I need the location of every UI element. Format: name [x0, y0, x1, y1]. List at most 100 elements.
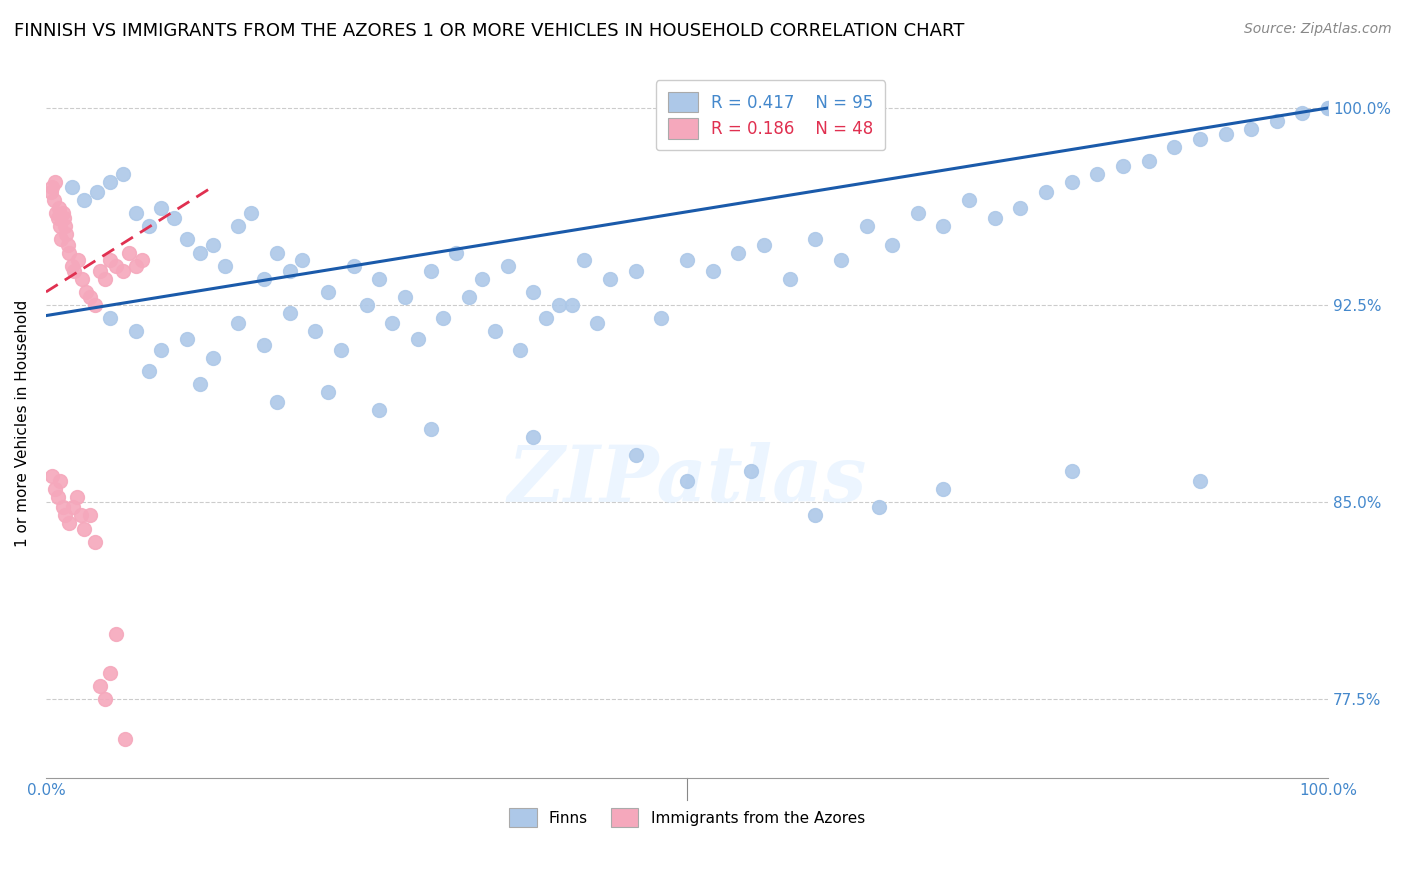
Point	[1010, 201, 1032, 215]
Text: Source: ZipAtlas.com: Source: ZipAtlas.com	[1244, 22, 1392, 37]
Point	[291, 253, 314, 268]
Point	[86, 185, 108, 199]
Point	[60, 179, 83, 194]
Point	[114, 731, 136, 746]
Point	[1317, 101, 1340, 115]
Point	[125, 324, 148, 338]
Point	[752, 237, 775, 252]
Point	[98, 666, 121, 681]
Point	[624, 264, 647, 278]
Point	[226, 317, 249, 331]
Point	[46, 490, 69, 504]
Point	[44, 482, 66, 496]
Point	[63, 264, 86, 278]
Point	[932, 482, 955, 496]
Point	[1060, 175, 1083, 189]
Point	[419, 264, 441, 278]
Point	[446, 245, 468, 260]
Point	[49, 219, 72, 234]
Point	[727, 245, 749, 260]
Point	[676, 474, 699, 488]
Point	[42, 193, 65, 207]
Point	[111, 167, 134, 181]
Point	[522, 285, 544, 299]
Point	[163, 211, 186, 226]
Point	[46, 211, 69, 226]
Point	[79, 508, 101, 523]
Point	[75, 285, 97, 299]
Point	[522, 429, 544, 443]
Point	[125, 206, 148, 220]
Point	[381, 317, 404, 331]
Point	[458, 290, 481, 304]
Point	[83, 298, 105, 312]
Point	[496, 259, 519, 273]
Point	[779, 272, 801, 286]
Point	[599, 272, 621, 286]
Point	[105, 259, 128, 273]
Point	[547, 298, 569, 312]
Point	[53, 219, 76, 234]
Text: FINNISH VS IMMIGRANTS FROM THE AZORES 1 OR MORE VEHICLES IN HOUSEHOLD CORRELATIO: FINNISH VS IMMIGRANTS FROM THE AZORES 1 …	[14, 22, 965, 40]
Point	[240, 206, 263, 220]
Y-axis label: 1 or more Vehicles in Household: 1 or more Vehicles in Household	[15, 300, 30, 547]
Point	[56, 237, 79, 252]
Point	[150, 201, 173, 215]
Point	[58, 245, 80, 260]
Point	[73, 522, 96, 536]
Point	[188, 376, 211, 391]
Point	[432, 311, 454, 326]
Point	[138, 219, 160, 234]
Point	[138, 364, 160, 378]
Point	[79, 290, 101, 304]
Point	[39, 185, 62, 199]
Point	[201, 237, 224, 252]
Point	[855, 219, 877, 234]
Point	[214, 259, 236, 273]
Point	[266, 395, 288, 409]
Point	[49, 474, 72, 488]
Point	[804, 508, 827, 523]
Point	[907, 206, 929, 220]
Point	[406, 332, 429, 346]
Point	[60, 259, 83, 273]
Point	[343, 259, 366, 273]
Point	[1112, 159, 1135, 173]
Point	[62, 500, 84, 515]
Point	[176, 332, 198, 346]
Point	[534, 311, 557, 326]
Point	[471, 272, 494, 286]
Point	[51, 232, 73, 246]
Point	[150, 343, 173, 357]
Point	[830, 253, 852, 268]
Point	[131, 253, 153, 268]
Point	[98, 311, 121, 326]
Point	[66, 490, 89, 504]
Point	[52, 206, 75, 220]
Point	[1060, 464, 1083, 478]
Legend: Finns, Immigrants from the Azores: Finns, Immigrants from the Azores	[502, 800, 873, 834]
Point	[70, 272, 93, 286]
Point	[356, 298, 378, 312]
Point	[957, 193, 980, 207]
Point	[83, 534, 105, 549]
Point	[125, 259, 148, 273]
Point	[111, 264, 134, 278]
Point	[1085, 167, 1108, 181]
Point	[1265, 114, 1288, 128]
Point	[55, 227, 77, 241]
Point	[41, 469, 63, 483]
Point	[561, 298, 583, 312]
Point	[868, 500, 890, 515]
Point	[574, 253, 596, 268]
Point	[484, 324, 506, 338]
Point	[932, 219, 955, 234]
Point	[176, 232, 198, 246]
Point	[702, 264, 724, 278]
Point	[316, 285, 339, 299]
Point	[1215, 127, 1237, 141]
Point	[509, 343, 531, 357]
Point	[419, 422, 441, 436]
Point	[586, 317, 609, 331]
Point	[804, 232, 827, 246]
